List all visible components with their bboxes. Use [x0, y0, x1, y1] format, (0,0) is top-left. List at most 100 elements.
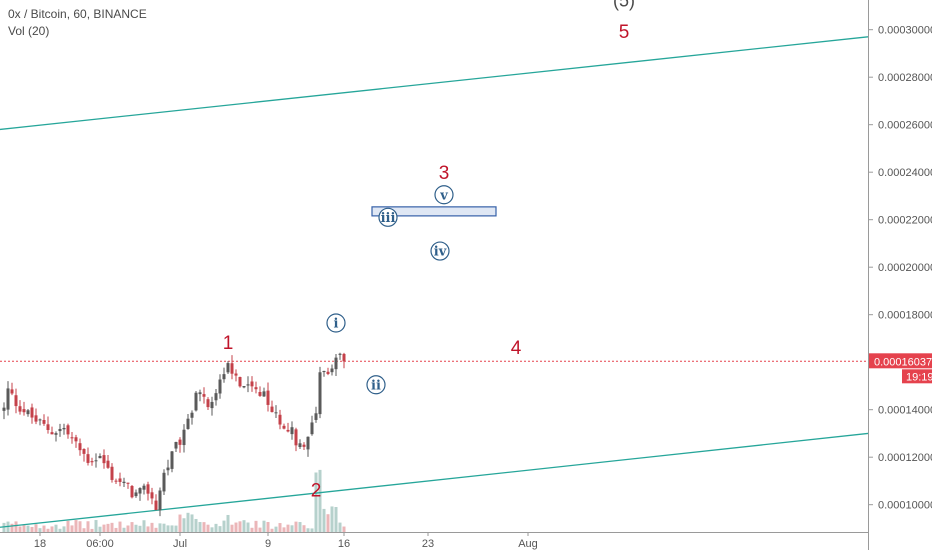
candle-body [118, 478, 122, 482]
volume-bar [286, 524, 290, 532]
volume-bar [30, 526, 34, 532]
candle-body [290, 427, 294, 435]
candle-body [34, 415, 38, 422]
wave-label-4: 4 [511, 338, 522, 359]
volume-bar [198, 522, 202, 532]
volume-bar [162, 523, 166, 532]
candle-body [6, 388, 10, 410]
countdown-tag-background [902, 369, 932, 384]
volume-bar [70, 525, 74, 532]
candle-body [326, 371, 330, 374]
candle-body [134, 492, 138, 497]
candle-body [338, 353, 342, 355]
candle-body [250, 381, 254, 387]
y-tick-label: 0.00022000 [878, 215, 932, 227]
x-tick-label: Aug [518, 538, 538, 550]
lower-channel-trendline [0, 432, 869, 528]
volume-bar [114, 527, 118, 532]
candle-body [66, 425, 70, 435]
candle-body [198, 392, 202, 395]
candle-body [210, 401, 214, 409]
candle-body [150, 492, 154, 499]
volume-indicator-label[interactable]: Vol (20) [8, 24, 50, 38]
wave-label-text: v [439, 188, 448, 203]
candle-body [110, 466, 114, 480]
volume-bar [210, 527, 214, 532]
candle-body [78, 443, 82, 451]
volume-bar [342, 526, 346, 532]
candle-body [74, 437, 78, 442]
volume-bar [290, 525, 294, 532]
candle-body [50, 432, 54, 435]
candles [2, 352, 346, 517]
candle-body [54, 433, 58, 435]
volume-bars [2, 469, 346, 532]
x-tick-label: 16 [338, 538, 350, 550]
candle-body [266, 390, 270, 405]
volume-bar [82, 528, 86, 532]
volume-bar [106, 523, 110, 532]
candle-body [306, 436, 310, 450]
volume-bar [174, 525, 178, 532]
volume-bar [186, 512, 190, 532]
wave-label-circled-i: i [326, 313, 346, 333]
volume-bar [282, 527, 286, 532]
candle-body [202, 394, 206, 397]
candle-body [158, 490, 162, 511]
y-tick-label: 0.00024000 [878, 167, 932, 179]
candle-body [146, 484, 150, 494]
volume-bar [122, 527, 126, 532]
wave-label-circled-v: v [434, 185, 454, 205]
x-tick-label: 23 [422, 538, 434, 550]
rectangle-zone [371, 206, 497, 217]
y-tick-label: 0.00014000 [878, 405, 932, 417]
candle-body [214, 393, 218, 401]
candle-body [26, 410, 30, 415]
last-price-value: 0.00016037 [874, 356, 932, 368]
trendlines[interactable] [0, 36, 869, 528]
volume-bar [86, 521, 90, 532]
volume-bar [338, 522, 342, 532]
candle-body [270, 406, 274, 413]
symbol-title[interactable]: 0x / Bitcoin, 60, BINANCE [8, 7, 147, 21]
volume-bar [142, 520, 146, 532]
wave-label-text: i [334, 317, 339, 332]
wave-label-1: 1 [223, 333, 234, 354]
volume-bar [170, 525, 174, 532]
volume-bar [14, 521, 18, 532]
candle-body [294, 429, 298, 446]
zone-box[interactable] [371, 206, 497, 217]
volume-bar [314, 472, 318, 532]
candle-body [46, 424, 50, 430]
candle-body [274, 412, 278, 414]
volume-bar [202, 522, 206, 532]
volume-bar [262, 520, 266, 532]
volume-bar [166, 525, 170, 532]
candle-body [218, 379, 222, 394]
volume-bar [74, 520, 78, 532]
volume-bar [150, 522, 154, 532]
volume-bar [250, 527, 254, 532]
wave-circle-outline [430, 241, 450, 261]
volume-bar [274, 526, 278, 532]
wave-label-circled-iv: iv [430, 241, 450, 261]
volume-bar [42, 525, 46, 532]
volume-bar [38, 528, 42, 532]
volume-bar [34, 524, 38, 532]
volume-bar [266, 522, 270, 532]
wave-label-(5): (5) [613, 0, 635, 11]
volume-bar [10, 523, 14, 532]
volume-bar [318, 469, 322, 532]
y-tick-label: 0.00030000 [878, 25, 932, 37]
y-tick-label: 0.00028000 [878, 72, 932, 84]
candle-body [242, 386, 246, 388]
wave-label-3: 3 [439, 163, 450, 184]
volume-bar [190, 514, 194, 532]
volume-bar [94, 520, 98, 532]
candle-body [314, 413, 318, 420]
volume-bar [278, 523, 282, 532]
candle-body [62, 427, 66, 430]
